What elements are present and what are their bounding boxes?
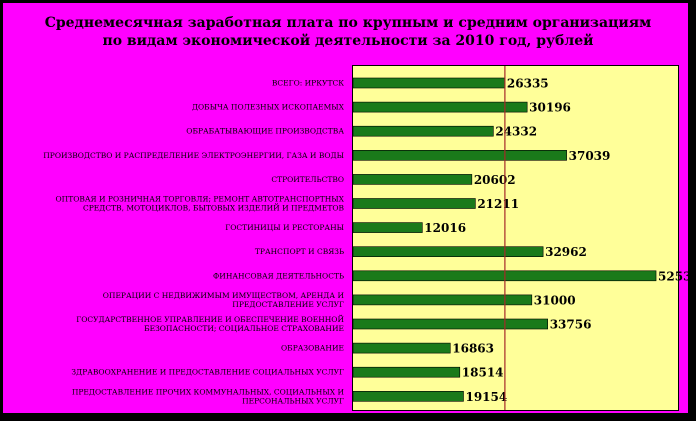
category-label: ПРЕДОСТАВЛЕНИЕ ПРОЧИХ КОММУНАЛЬНЫХ, СОЦИ…: [72, 387, 345, 396]
bar: [352, 125, 494, 137]
bar: [352, 342, 451, 354]
data-label: 30196: [529, 101, 571, 115]
chart-title-line-2: по видам экономической деятельности за 2…: [102, 33, 594, 49]
bar: [352, 222, 423, 233]
category-label: ПРЕДОСТАВЛЕНИЕ УСЛУГ: [232, 300, 344, 309]
data-label: 24332: [495, 125, 537, 139]
category-label: ДОБЫЧА ПОЛЕЗНЫХ ИСКОПАЕМЫХ: [192, 103, 345, 112]
bar: [352, 174, 473, 185]
bar: [352, 198, 476, 209]
bar: [352, 366, 461, 378]
category-label: ОПТОВАЯ И РОЗНИЧНАЯ ТОРГОВЛЯ; РЕМОНТ АВТ…: [56, 195, 345, 204]
chart-title-line-1: Среднемесячная заработная плата по крупн…: [44, 15, 652, 31]
data-label: 19154: [465, 390, 507, 404]
bar: [352, 294, 533, 306]
data-label: 18514: [462, 366, 504, 380]
data-label: 31000: [534, 293, 576, 307]
bar: [352, 150, 567, 161]
data-label: 52538: [658, 269, 696, 283]
chart-title: Среднемесячная заработная плата по крупн…: [0, 14, 696, 50]
category-label: ЗДРАВООХРАНЕНИЕ И ПРЕДОСТАВЛЕНИЕ СОЦИАЛЬ…: [71, 368, 344, 377]
category-label: ПРОИЗВОДСТВО И РАСПРЕДЕЛЕНИЕ ЭЛЕКТРОЭНЕР…: [43, 151, 344, 160]
data-label: 16863: [452, 342, 494, 356]
data-label: 33756: [550, 318, 592, 332]
data-label: 20602: [474, 173, 516, 187]
category-label: ТРАНСПОРТ И СВЯЗЬ: [255, 247, 344, 256]
category-label: СТРОИТЕЛЬСТВО: [271, 175, 344, 184]
bar: [352, 77, 506, 89]
data-label: 26335: [507, 77, 549, 91]
category-label: БЕЗОПАСНОСТИ; СОЦИАЛЬНОЕ СТРАХОВАНИЕ: [144, 324, 344, 333]
category-label: ПЕРСОНАЛЬНЫХ УСЛУГ: [242, 396, 344, 405]
category-label: ОПЕРАЦИИ С НЕДВИЖИМЫМ ИМУЩЕСТВОМ, АРЕНДА…: [103, 291, 345, 300]
bar: [352, 101, 528, 113]
category-label: СРЕДСТВ, МОТОЦИКЛОВ, БЫТОВЫХ ИЗДЕЛИЙ И П…: [83, 204, 344, 213]
data-label: 32962: [545, 245, 587, 259]
bar: [352, 390, 464, 402]
category-label: ГОСУДАРСТВЕННОЕ УПРАВЛЕНИЕ И ОБЕСПЕЧЕНИЕ…: [76, 315, 344, 324]
bar: [352, 318, 548, 330]
data-label: 37039: [569, 149, 611, 163]
bar: [352, 246, 544, 257]
category-label: ОБРАБАТЫВАЮЩИЕ ПРОИЗВОДСТВА: [186, 127, 344, 136]
category-label: ГОСТИНИЦЫ И РЕСТОРАНЫ: [225, 223, 344, 232]
data-label: 12016: [424, 221, 466, 235]
category-label: ВСЕГО: ИРКУТСК: [272, 79, 344, 88]
data-label: 21211: [477, 197, 519, 211]
category-label: ФИНАНСОВАЯ ДЕЯТЕЛЬНОСТЬ: [213, 271, 344, 280]
category-label: ОБРАЗОВАНИЕ: [281, 344, 344, 353]
